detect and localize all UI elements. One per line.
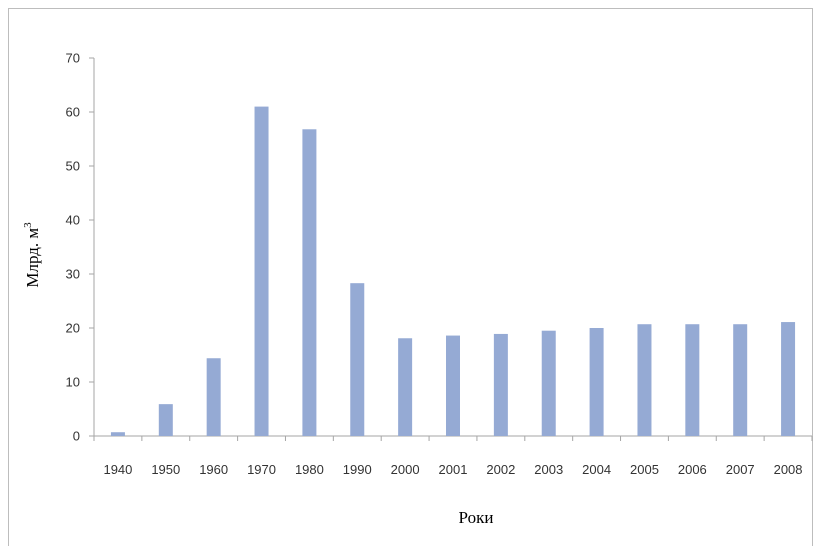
x-tick-label: 2008: [774, 462, 803, 477]
bar-2001: [446, 335, 460, 436]
x-tick-label: 2000: [391, 462, 420, 477]
y-tick-label: 20: [66, 321, 80, 336]
x-axis-title: Роки: [459, 508, 494, 527]
bar-1940: [110, 432, 125, 436]
y-tick-label: 40: [66, 213, 80, 228]
y-tick-label: 70: [66, 51, 80, 66]
x-tick-label: 1970: [247, 462, 276, 477]
x-tick-label: 1960: [199, 462, 228, 477]
y-ticks: 0 10 20 30 40 50 60 70: [66, 51, 94, 444]
y-axis-title: Млрд. м3: [22, 222, 42, 288]
bar-1960: [206, 358, 221, 436]
x-tick-label: 2004: [582, 462, 611, 477]
bar-1970: [254, 106, 269, 436]
bar-2008: [781, 322, 796, 436]
x-tick-label: 2006: [678, 462, 707, 477]
x-tick-label: 1980: [295, 462, 324, 477]
bars: [110, 106, 796, 436]
x-tick-label: 2003: [534, 462, 563, 477]
y-tick-label: 60: [66, 105, 80, 120]
y-axis-title-superscript: 3: [22, 222, 34, 228]
y-axis-title-text: Млрд. м: [23, 228, 42, 288]
y-tick-label: 10: [66, 375, 80, 390]
bar-1950: [158, 404, 173, 436]
x-tick-label: 2005: [630, 462, 659, 477]
bar-2002: [493, 333, 508, 436]
bar-1980: [302, 129, 317, 436]
x-tick-label: 1990: [343, 462, 372, 477]
bar-2003: [541, 330, 556, 436]
y-tick-label: 0: [73, 429, 80, 444]
x-tick-label: 2001: [439, 462, 468, 477]
x-tick-label: 2007: [726, 462, 755, 477]
bar-1990: [350, 283, 365, 436]
chart-frame: [8, 8, 813, 546]
x-tick-label: 2002: [486, 462, 515, 477]
x-tick-label: 1950: [151, 462, 180, 477]
bar-2004: [589, 328, 604, 436]
bar-2007: [733, 324, 748, 436]
bar-2006: [685, 324, 700, 436]
y-tick-label: 30: [66, 267, 80, 282]
bar-2005: [637, 324, 652, 436]
x-tick-label: 1940: [103, 462, 132, 477]
x-ticks: 1940 1950 1960 1970 1980 1990 2000 2001 2002 2003…: [93, 436, 813, 477]
bar-2000: [398, 338, 413, 436]
y-tick-label: 50: [66, 159, 80, 174]
